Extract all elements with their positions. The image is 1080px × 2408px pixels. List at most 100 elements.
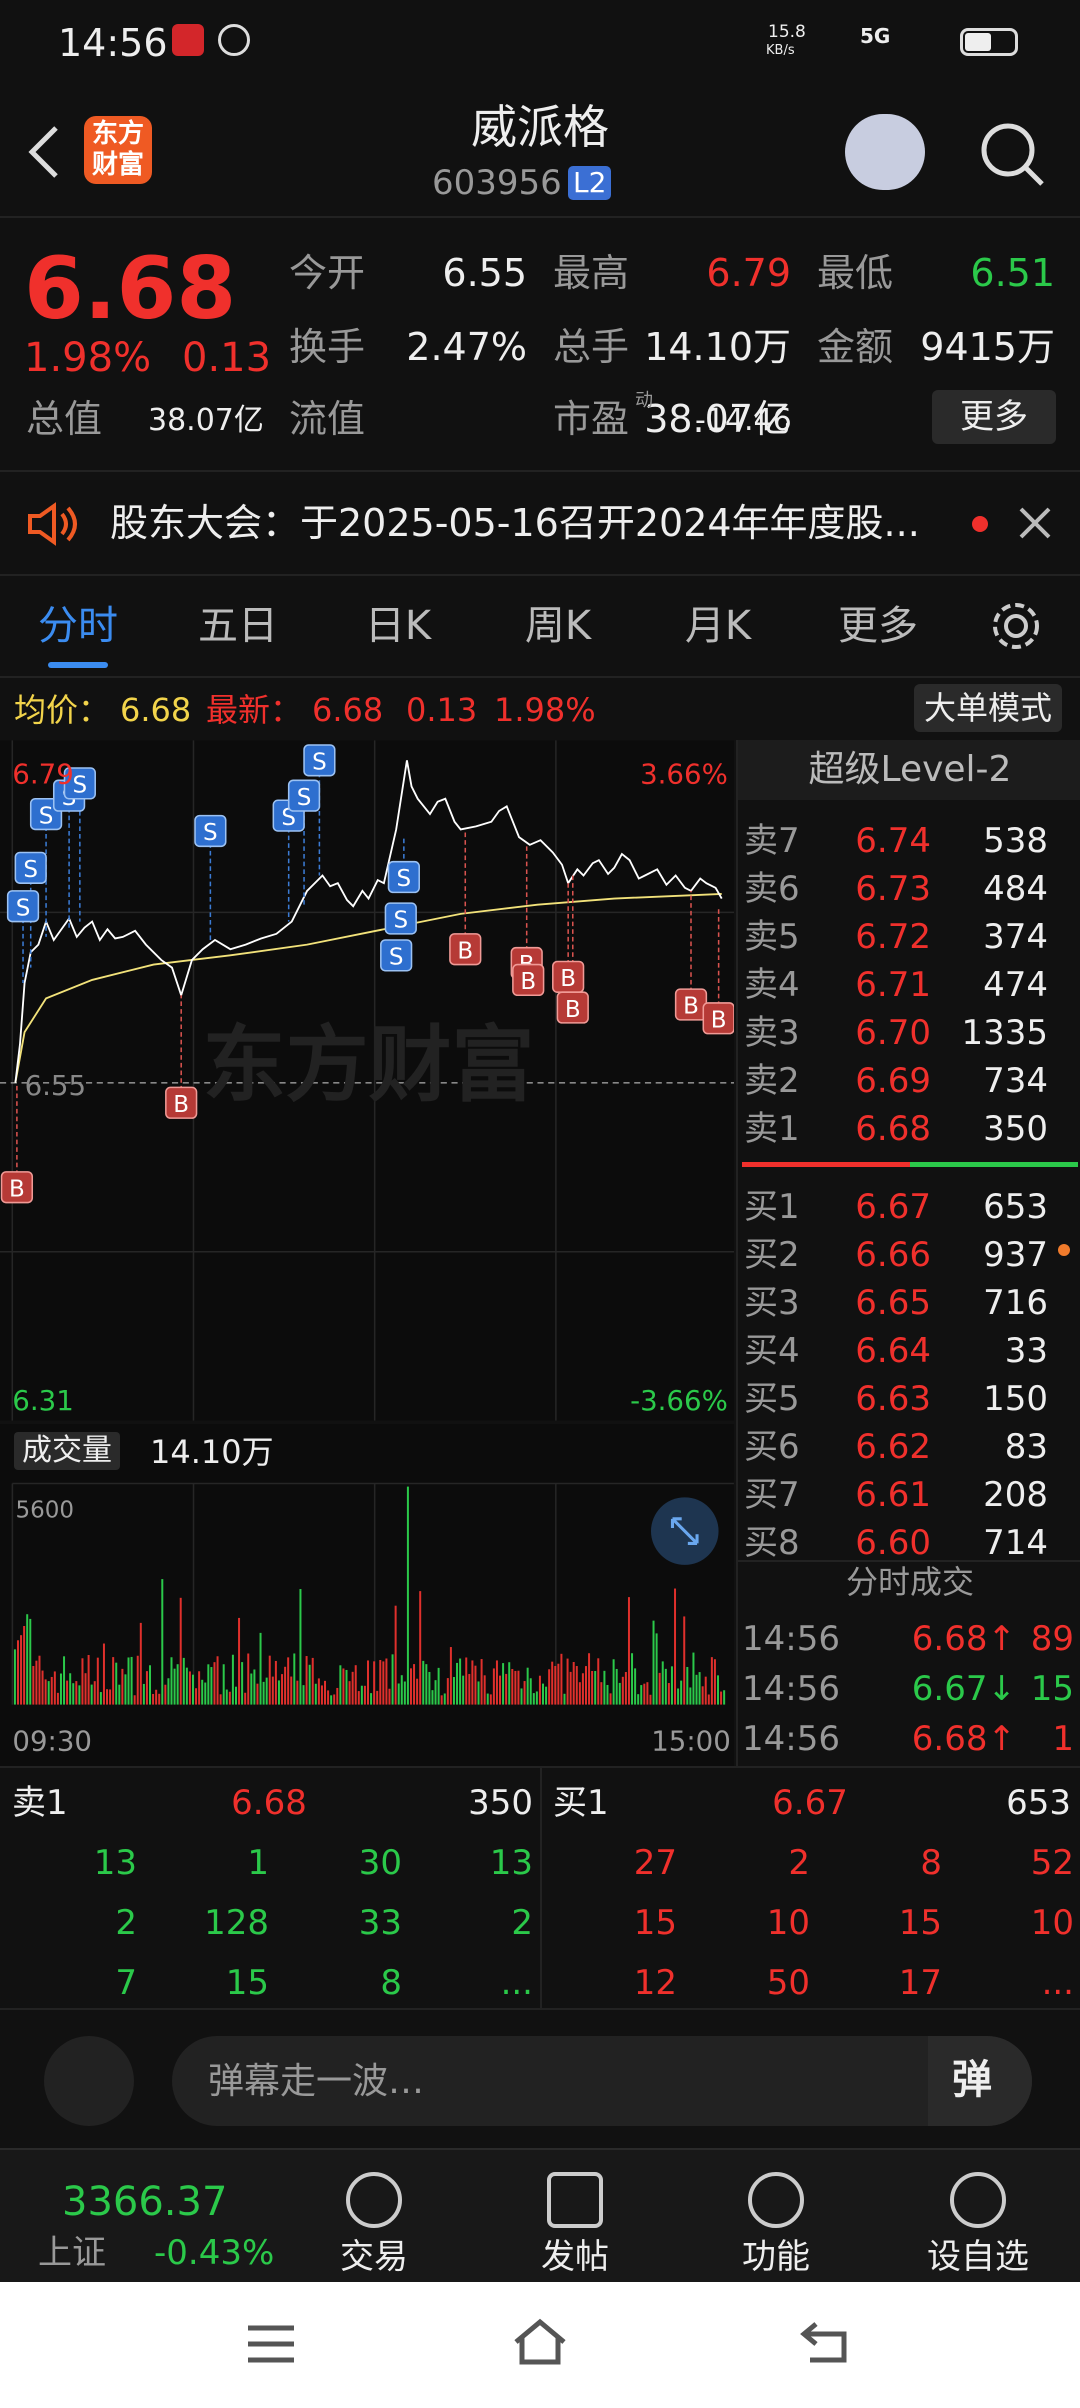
stat-label: 换手: [289, 325, 366, 369]
queue-order: 8: [920, 1843, 942, 1883]
volume-bar: [16, 1640, 19, 1705]
nav-icon[interactable]: [748, 2172, 804, 2228]
volume-bar: [330, 1695, 333, 1705]
volume-bar: [72, 1683, 75, 1705]
volume-bar: [566, 1658, 569, 1705]
volume-bar: [305, 1656, 308, 1705]
tab[interactable]: 周K: [524, 603, 592, 649]
queue-order: 8: [380, 1963, 402, 2003]
volume-header: 成交量 14.10万: [0, 1424, 734, 1482]
volume-bar: [317, 1678, 320, 1705]
volume-bar: [588, 1653, 591, 1705]
book-volume: 937: [983, 1235, 1048, 1275]
queue-label: 卖1: [12, 1783, 68, 1823]
volume-bar: [416, 1678, 419, 1705]
volume-bar: [403, 1681, 406, 1705]
search-button[interactable]: [978, 120, 1048, 190]
volume-tab[interactable]: 成交量: [14, 1432, 120, 1470]
volume-bar: [357, 1691, 360, 1705]
index-value[interactable]: 3366.37: [62, 2179, 228, 2225]
queue-order: 30: [358, 1843, 402, 1883]
volume-bar: [471, 1660, 474, 1705]
volume-bar: [198, 1671, 201, 1705]
book-volume: 714: [983, 1523, 1048, 1563]
bottom-nav: 3366.37 上证 -0.43% 交易 发帖 功能 设自选: [0, 2148, 1080, 2284]
volume-bar: [164, 1684, 167, 1705]
volume-bar: [480, 1659, 483, 1705]
more-button[interactable]: 更多: [932, 390, 1056, 444]
danmu-toggle[interactable]: [44, 2036, 134, 2126]
volume-bar: [23, 1625, 26, 1705]
nav-icon[interactable]: [547, 2172, 603, 2228]
stat-value: -14.46: [695, 403, 792, 438]
book-price: 6.71: [855, 965, 931, 1005]
volume-bar: [311, 1657, 314, 1705]
volume-bar: [637, 1694, 640, 1705]
close-button[interactable]: [1018, 506, 1052, 540]
volume-bar: [259, 1632, 262, 1705]
volume-bar: [394, 1605, 397, 1705]
level-badge[interactable]: L2: [568, 166, 612, 200]
nav-icon[interactable]: [950, 2172, 1006, 2228]
volume-bar: [535, 1691, 538, 1705]
volume-bar: [26, 1614, 29, 1705]
menu-button[interactable]: [246, 2322, 296, 2366]
grid: [0, 740, 734, 1421]
stat-value: 9415万: [920, 325, 1055, 369]
volume-bar: [655, 1633, 658, 1705]
header: 东方 财富 威派格 603956 L2: [0, 84, 1080, 218]
buy-marker: [0, 1171, 34, 1204]
volume-bar: [53, 1671, 56, 1705]
book-divider: [742, 1162, 1078, 1167]
notice-bar[interactable]: 股东大会：于2025-05-16召开2024年年度股...: [0, 470, 1080, 576]
queue-order: ...: [1041, 1963, 1074, 2003]
back-nav-button[interactable]: [800, 2318, 850, 2366]
volume-bar: [419, 1591, 422, 1705]
volume-bar: [277, 1680, 280, 1705]
settings-button[interactable]: [990, 600, 1042, 652]
danmu-input[interactable]: [172, 2036, 1032, 2126]
volume-bar: [222, 1664, 225, 1705]
tab[interactable]: 五日: [198, 603, 278, 649]
stat-value: 6.51: [970, 251, 1055, 295]
volume-bar: [238, 1617, 241, 1705]
index-name: 上证: [38, 2233, 106, 2273]
volume-bar: [78, 1685, 81, 1705]
last-pct: 1.98%: [494, 691, 596, 729]
home-button[interactable]: [510, 2316, 570, 2368]
volume-bar: [145, 1671, 148, 1705]
tab[interactable]: 分时: [38, 603, 118, 649]
volume-bar: [179, 1597, 182, 1705]
volume-bar: [195, 1688, 198, 1705]
stat-value: 38.07亿: [644, 397, 791, 441]
volume-bar: [118, 1684, 121, 1705]
signal: 5G: [860, 24, 891, 48]
volume-bar: [284, 1666, 287, 1705]
volume-bar: [176, 1664, 179, 1705]
volume-bar: [526, 1667, 529, 1705]
tab[interactable]: 月K: [684, 603, 752, 649]
volume-bar: [320, 1685, 323, 1705]
mode-button[interactable]: 大单模式: [914, 684, 1063, 732]
volume-bar: [382, 1661, 385, 1705]
queue-label: 买1: [553, 1783, 609, 1823]
back-button[interactable]: [24, 122, 64, 182]
volume-bar: [354, 1665, 357, 1705]
volume-bar: [360, 1685, 363, 1705]
avatar[interactable]: [845, 114, 925, 190]
queue-order: 10: [766, 1903, 810, 1943]
change: 0.13: [182, 335, 272, 381]
volume-bar: [32, 1665, 35, 1705]
book-label: 买6: [744, 1427, 800, 1467]
volume-bar: [667, 1683, 670, 1705]
tab[interactable]: 更多: [838, 603, 918, 649]
nav-icon[interactable]: [346, 2172, 402, 2228]
tab[interactable]: 日K: [364, 603, 432, 649]
volume-bar: [624, 1672, 627, 1705]
volume-bar: [244, 1692, 247, 1705]
logo[interactable]: 东方 财富: [84, 116, 152, 184]
volume-bar: [182, 1657, 185, 1705]
sell-marker-text: S: [393, 908, 408, 934]
stat-value: 6.79: [706, 251, 791, 295]
danmu-send[interactable]: [928, 2036, 1032, 2126]
